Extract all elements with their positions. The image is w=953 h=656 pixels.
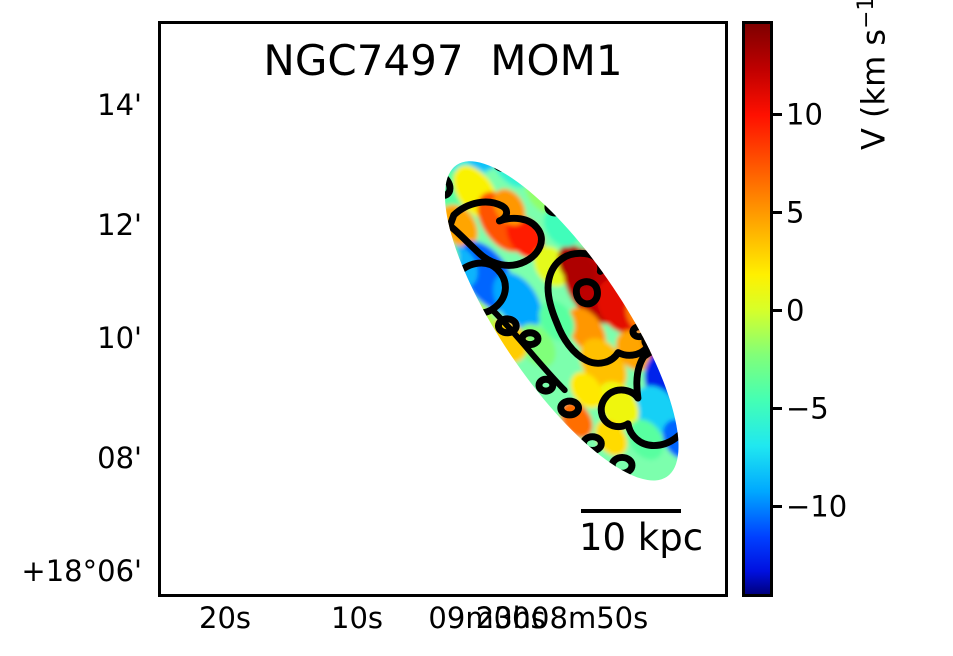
- x-tick-label: 23h08m50s: [475, 601, 649, 635]
- page-title: NGC7497 MOM1: [263, 36, 623, 85]
- colorbar-gradient: [745, 24, 770, 594]
- colorbar-tick-label: −10: [786, 489, 848, 524]
- velocity-blob: [570, 372, 603, 409]
- scale-bar-label: 10 kpc: [578, 516, 704, 559]
- y-tick-label: 14': [97, 88, 142, 122]
- y-tick-label: 10': [97, 321, 142, 355]
- scale-bar: 10 kpc: [561, 489, 721, 579]
- colorbar-tick-label: −5: [786, 391, 829, 426]
- y-tick-label: +18°06': [21, 554, 142, 588]
- scale-bar-line: [581, 509, 681, 513]
- colorbar-tick-mark: [773, 309, 782, 312]
- colorbar-axis-label: V (km s−1): [854, 0, 893, 150]
- colorbar-tick-mark: [773, 505, 782, 508]
- colorbar-tick-mark: [773, 407, 782, 410]
- sky-map-axes: NGC7497 MOM1 10 kpc: [158, 21, 728, 597]
- x-tick-label: 10s: [330, 601, 384, 635]
- colorbar-tick-mark: [773, 113, 782, 116]
- colorbar-tick-label: 5: [786, 195, 805, 230]
- y-tick-label: 12': [97, 208, 142, 242]
- velocity-field-image: [405, 130, 718, 512]
- x-tick-label: 09m00s: [428, 601, 546, 635]
- velocity-blob: [627, 419, 664, 460]
- x-tick-label: 20s: [198, 601, 252, 635]
- colorbar-tick-mark: [773, 211, 782, 214]
- colorbar-label-exponent: −1: [854, 0, 879, 29]
- y-axis-tick-labels: 14' 12' 10' 08' +18°06': [0, 0, 150, 656]
- x-axis-tick-labels: 20s 10s 09m00s 23h08m50s: [0, 604, 953, 644]
- colorbar: [742, 21, 773, 597]
- colorbar-tick-label: 10: [786, 97, 823, 132]
- colorbar-tick-label: 0: [786, 293, 805, 328]
- y-tick-label: 08': [97, 441, 142, 475]
- colorbar-label-prefix: V (km s: [854, 28, 893, 150]
